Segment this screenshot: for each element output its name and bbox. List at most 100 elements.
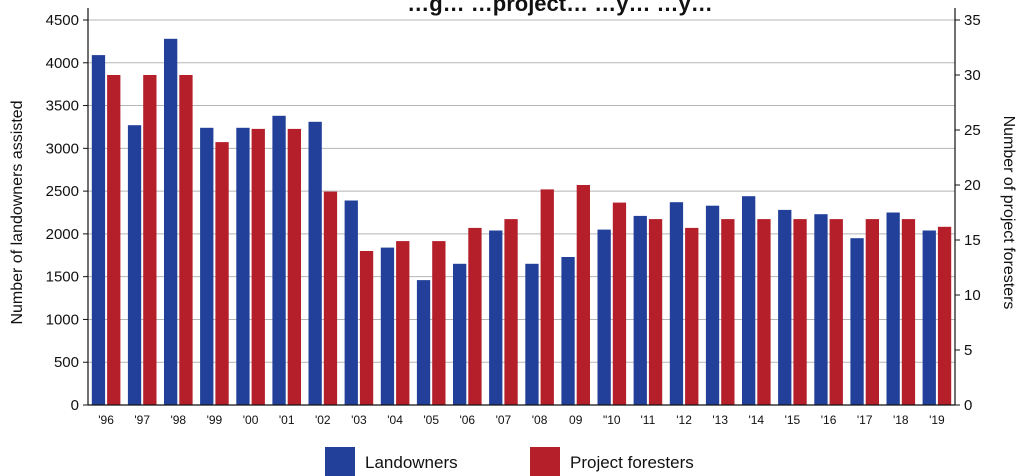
bar-project-foresters — [396, 241, 410, 405]
bar-landowners — [200, 127, 214, 406]
x-tick-label: '14 — [748, 413, 764, 427]
bar-landowners — [886, 212, 900, 405]
x-tick-label: "10 — [603, 413, 621, 427]
bar-landowners — [380, 247, 395, 405]
left-tick-label: 3500 — [46, 98, 79, 115]
bar-project-foresters — [251, 128, 265, 405]
bar-landowners — [127, 125, 142, 405]
x-tick-label: '08 — [532, 413, 548, 427]
bar-landowners — [164, 38, 178, 406]
bar-project-foresters — [179, 75, 193, 405]
bar-project-foresters — [576, 185, 590, 405]
left-tick-label: 0 — [71, 397, 79, 414]
bar-landowners — [416, 280, 431, 405]
x-tick-label: '16 — [821, 413, 837, 427]
x-tick-label: '96 — [98, 413, 114, 427]
bar-project-foresters — [432, 241, 446, 405]
bar-project-foresters — [937, 226, 952, 405]
left-axis-ticks: 0 500 1000 1500 2000 2500 3000 3500 4000 4500 — [46, 12, 88, 414]
bar-landowners — [814, 214, 828, 405]
bar-project-foresters — [648, 219, 663, 405]
x-tick-label: '19 — [929, 413, 945, 427]
right-axis-ticks: 0 5 10 15 20 25 30 35 — [955, 12, 981, 414]
x-tick-label: '01 — [279, 413, 295, 427]
left-tick-label: 500 — [54, 354, 79, 371]
x-axis-ticks: '96 '97 '98 '99 '00 '01 '02 '03 '04 '05 '06 '07 '08 0… — [98, 413, 945, 427]
bar-landowners — [525, 263, 539, 405]
bar-landowners — [91, 55, 106, 405]
bar-project-foresters — [829, 219, 843, 405]
x-tick-label: '18 — [893, 413, 909, 427]
grid-lines — [88, 19, 955, 363]
bar-landowners — [489, 230, 503, 405]
left-tick-label: 1500 — [46, 269, 79, 286]
bar-landowners — [742, 196, 756, 405]
left-tick-label: 3000 — [46, 140, 79, 157]
bar-project-foresters — [143, 75, 157, 405]
bars — [91, 38, 952, 406]
bar-landowners — [236, 127, 250, 406]
right-tick-label: 15 — [964, 232, 981, 249]
bar-project-foresters — [757, 219, 771, 405]
right-tick-label: 30 — [964, 67, 981, 84]
bar-landowners — [633, 215, 647, 405]
left-tick-label: 2000 — [46, 226, 79, 243]
axes — [87, 8, 956, 406]
x-tick-label: '07 — [496, 413, 512, 427]
x-tick-label: '17 — [857, 413, 873, 427]
bar-project-foresters — [865, 219, 879, 405]
left-tick-label: 1000 — [46, 311, 79, 328]
x-tick-label: '06 — [459, 413, 475, 427]
x-tick-label: '02 — [315, 413, 331, 427]
bar-landowners — [778, 209, 792, 405]
x-tick-label: '98 — [170, 413, 186, 427]
x-tick-label: '03 — [351, 413, 367, 427]
right-tick-label: 10 — [964, 287, 981, 304]
x-tick-label: '00 — [243, 413, 259, 427]
bar-project-foresters — [685, 227, 699, 405]
bar-landowners — [272, 115, 286, 406]
right-axis-title: Number of project foresters — [1000, 116, 1017, 310]
x-tick-label: '12 — [676, 413, 692, 427]
x-tick-label: '13 — [712, 413, 728, 427]
legend-label-landowners: Landowners — [365, 453, 458, 472]
bar-project-foresters — [359, 251, 374, 405]
bar-project-foresters — [468, 227, 482, 405]
x-tick-label: '11 — [641, 413, 656, 427]
right-tick-label: 20 — [964, 177, 981, 194]
bar-landowners — [561, 257, 575, 405]
bar-landowners — [705, 205, 720, 405]
bar-landowners — [308, 121, 322, 406]
bar-project-foresters — [901, 219, 916, 405]
bar-project-foresters — [721, 219, 735, 405]
x-tick-label: '97 — [134, 413, 150, 427]
bar-project-foresters — [540, 189, 554, 405]
right-tick-label: 35 — [964, 12, 981, 29]
right-tick-label: 5 — [964, 342, 972, 359]
left-tick-label: 2500 — [46, 183, 79, 200]
bar-project-foresters — [612, 202, 627, 405]
bar-project-foresters — [287, 128, 301, 405]
legend-swatch-landowners — [325, 447, 355, 476]
left-tick-label: 4500 — [46, 12, 79, 29]
bar-landowners — [344, 200, 358, 405]
x-tick-label: '15 — [785, 413, 801, 427]
bar-project-foresters — [107, 75, 121, 405]
bar-landowners — [597, 229, 611, 405]
chart-title: …g… …project… …y… …y… — [407, 0, 713, 16]
left-tick-label: 4000 — [46, 55, 79, 72]
legend-label-project-foresters: Project foresters — [570, 453, 694, 472]
legend-swatch-project-foresters — [530, 447, 560, 476]
right-tick-label: 0 — [964, 397, 972, 414]
legend: Landowners Project foresters — [325, 447, 694, 476]
bar-landowners — [453, 263, 467, 405]
bar-landowners — [850, 238, 864, 405]
bar-project-foresters — [793, 219, 807, 405]
x-tick-label: '04 — [387, 413, 403, 427]
bar-project-foresters — [504, 219, 518, 405]
bar-project-foresters — [323, 191, 338, 405]
right-tick-label: 25 — [964, 122, 981, 139]
bar-project-foresters — [215, 142, 229, 405]
bar-landowners — [922, 230, 936, 405]
